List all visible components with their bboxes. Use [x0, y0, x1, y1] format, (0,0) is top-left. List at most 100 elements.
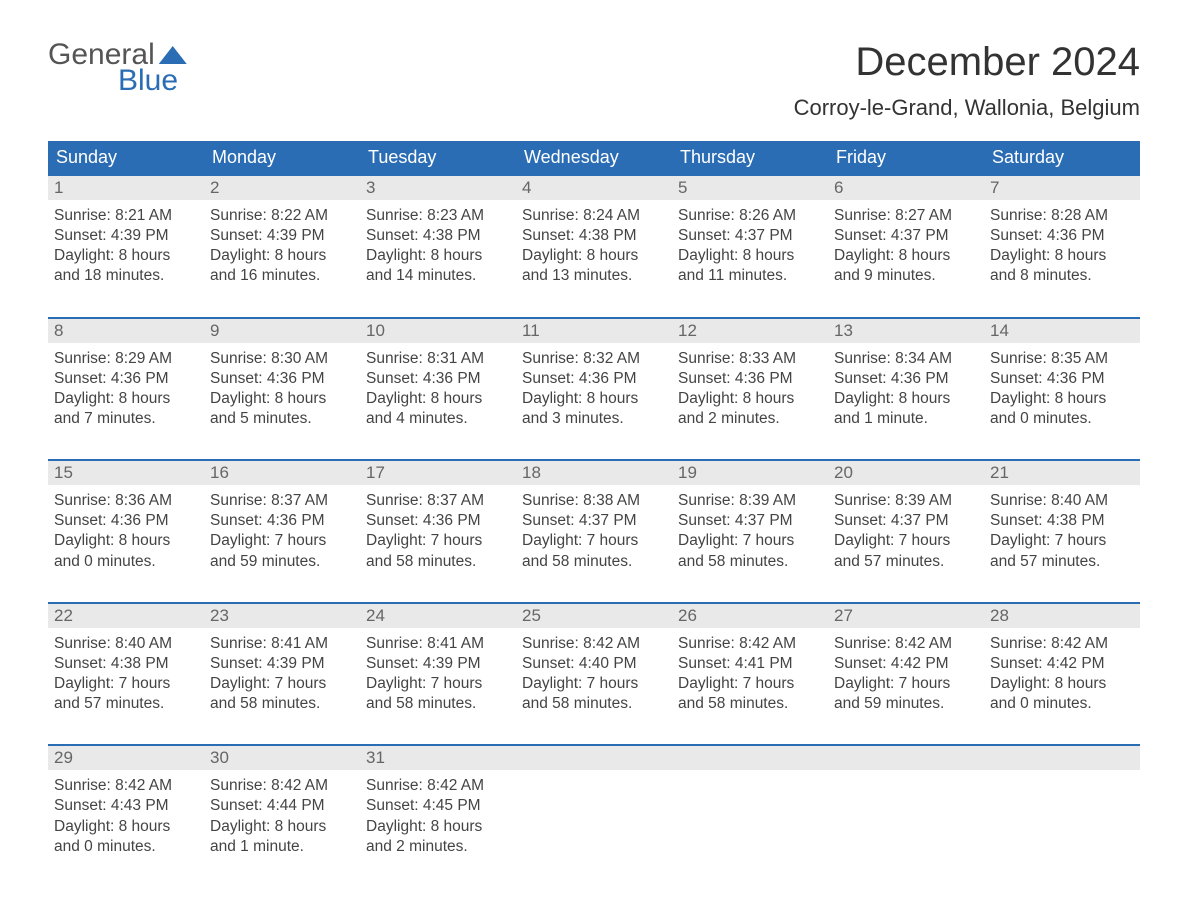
daylight2-line: and 2 minutes. — [678, 409, 822, 429]
day-body: Sunrise: 8:24 AMSunset: 4:38 PMDaylight:… — [516, 200, 672, 317]
daylight2-line: and 0 minutes. — [990, 409, 1134, 429]
daylight1-line: Daylight: 8 hours — [54, 817, 198, 837]
sunrise-line: Sunrise: 8:41 AM — [366, 634, 510, 654]
daylight1-line: Daylight: 8 hours — [210, 817, 354, 837]
day-body: Sunrise: 8:37 AMSunset: 4:36 PMDaylight:… — [204, 485, 360, 602]
day-body: Sunrise: 8:35 AMSunset: 4:36 PMDaylight:… — [984, 343, 1140, 460]
day-body: Sunrise: 8:41 AMSunset: 4:39 PMDaylight:… — [204, 628, 360, 745]
sunset-line: Sunset: 4:44 PM — [210, 796, 354, 816]
sunset-line: Sunset: 4:41 PM — [678, 654, 822, 674]
daylight2-line: and 0 minutes. — [990, 694, 1134, 714]
day-cell: 23Sunrise: 8:41 AMSunset: 4:39 PMDayligh… — [204, 602, 360, 745]
day-header-cell: Friday — [828, 141, 984, 174]
daylight2-line: and 1 minute. — [210, 837, 354, 857]
daylight2-line: and 58 minutes. — [678, 694, 822, 714]
day-cell: 30Sunrise: 8:42 AMSunset: 4:44 PMDayligh… — [204, 744, 360, 887]
sunset-line: Sunset: 4:38 PM — [522, 226, 666, 246]
date-bar: 18 — [516, 459, 672, 485]
date-bar: 21 — [984, 459, 1140, 485]
day-body: Sunrise: 8:39 AMSunset: 4:37 PMDaylight:… — [828, 485, 984, 602]
title-block: December 2024 Corroy-le-Grand, Wallonia,… — [794, 40, 1140, 121]
daylight2-line: and 57 minutes. — [54, 694, 198, 714]
day-cell: 16Sunrise: 8:37 AMSunset: 4:36 PMDayligh… — [204, 459, 360, 602]
date-bar: 23 — [204, 602, 360, 628]
logo: General Blue — [48, 40, 187, 96]
daylight1-line: Daylight: 7 hours — [678, 674, 822, 694]
day-cell: 10Sunrise: 8:31 AMSunset: 4:36 PMDayligh… — [360, 317, 516, 460]
day-body: Sunrise: 8:31 AMSunset: 4:36 PMDaylight:… — [360, 343, 516, 460]
daylight1-line: Daylight: 7 hours — [210, 531, 354, 551]
day-cell: 13Sunrise: 8:34 AMSunset: 4:36 PMDayligh… — [828, 317, 984, 460]
sunset-line: Sunset: 4:36 PM — [210, 511, 354, 531]
daylight2-line: and 8 minutes. — [990, 266, 1134, 286]
daylight1-line: Daylight: 7 hours — [366, 674, 510, 694]
day-body: Sunrise: 8:38 AMSunset: 4:37 PMDaylight:… — [516, 485, 672, 602]
day-cell — [516, 744, 672, 887]
day-cell: 7Sunrise: 8:28 AMSunset: 4:36 PMDaylight… — [984, 174, 1140, 317]
daylight1-line: Daylight: 7 hours — [678, 531, 822, 551]
daylight1-line: Daylight: 8 hours — [678, 246, 822, 266]
weeks-container: 1Sunrise: 8:21 AMSunset: 4:39 PMDaylight… — [48, 174, 1140, 887]
daylight1-line: Daylight: 8 hours — [678, 389, 822, 409]
daylight2-line: and 57 minutes. — [990, 552, 1134, 572]
day-cell: 29Sunrise: 8:42 AMSunset: 4:43 PMDayligh… — [48, 744, 204, 887]
daylight1-line: Daylight: 7 hours — [54, 674, 198, 694]
daylight1-line: Daylight: 7 hours — [210, 674, 354, 694]
sunrise-line: Sunrise: 8:42 AM — [522, 634, 666, 654]
day-cell: 8Sunrise: 8:29 AMSunset: 4:36 PMDaylight… — [48, 317, 204, 460]
sunrise-line: Sunrise: 8:23 AM — [366, 206, 510, 226]
day-cell: 20Sunrise: 8:39 AMSunset: 4:37 PMDayligh… — [828, 459, 984, 602]
daylight2-line: and 3 minutes. — [522, 409, 666, 429]
day-cell: 6Sunrise: 8:27 AMSunset: 4:37 PMDaylight… — [828, 174, 984, 317]
sunrise-line: Sunrise: 8:42 AM — [366, 776, 510, 796]
day-body: Sunrise: 8:28 AMSunset: 4:36 PMDaylight:… — [984, 200, 1140, 317]
date-bar: 22 — [48, 602, 204, 628]
date-bar: 9 — [204, 317, 360, 343]
day-cell — [828, 744, 984, 887]
daylight2-line: and 16 minutes. — [210, 266, 354, 286]
day-body: Sunrise: 8:42 AMSunset: 4:45 PMDaylight:… — [360, 770, 516, 887]
date-bar: 28 — [984, 602, 1140, 628]
day-cell: 3Sunrise: 8:23 AMSunset: 4:38 PMDaylight… — [360, 174, 516, 317]
sunset-line: Sunset: 4:38 PM — [990, 511, 1134, 531]
date-bar: 14 — [984, 317, 1140, 343]
sunset-line: Sunset: 4:36 PM — [54, 369, 198, 389]
day-header-cell: Sunday — [48, 141, 204, 174]
sunrise-line: Sunrise: 8:41 AM — [210, 634, 354, 654]
daylight2-line: and 58 minutes. — [522, 694, 666, 714]
sunset-line: Sunset: 4:37 PM — [834, 511, 978, 531]
day-body: Sunrise: 8:41 AMSunset: 4:39 PMDaylight:… — [360, 628, 516, 745]
sunrise-line: Sunrise: 8:33 AM — [678, 349, 822, 369]
day-body: Sunrise: 8:37 AMSunset: 4:36 PMDaylight:… — [360, 485, 516, 602]
sunset-line: Sunset: 4:42 PM — [834, 654, 978, 674]
day-cell: 5Sunrise: 8:26 AMSunset: 4:37 PMDaylight… — [672, 174, 828, 317]
sunrise-line: Sunrise: 8:29 AM — [54, 349, 198, 369]
date-bar: 8 — [48, 317, 204, 343]
day-header-cell: Saturday — [984, 141, 1140, 174]
sunset-line: Sunset: 4:39 PM — [210, 654, 354, 674]
sunrise-line: Sunrise: 8:28 AM — [990, 206, 1134, 226]
date-bar: 29 — [48, 744, 204, 770]
daylight2-line: and 4 minutes. — [366, 409, 510, 429]
date-bar: 19 — [672, 459, 828, 485]
sunset-line: Sunset: 4:37 PM — [678, 511, 822, 531]
day-cell: 1Sunrise: 8:21 AMSunset: 4:39 PMDaylight… — [48, 174, 204, 317]
day-header-cell: Tuesday — [360, 141, 516, 174]
daylight2-line: and 59 minutes. — [210, 552, 354, 572]
date-bar: 17 — [360, 459, 516, 485]
sunset-line: Sunset: 4:37 PM — [522, 511, 666, 531]
day-cell: 25Sunrise: 8:42 AMSunset: 4:40 PMDayligh… — [516, 602, 672, 745]
day-cell: 15Sunrise: 8:36 AMSunset: 4:36 PMDayligh… — [48, 459, 204, 602]
daylight2-line: and 1 minute. — [834, 409, 978, 429]
day-cell: 14Sunrise: 8:35 AMSunset: 4:36 PMDayligh… — [984, 317, 1140, 460]
daylight1-line: Daylight: 7 hours — [522, 674, 666, 694]
date-bar: 26 — [672, 602, 828, 628]
day-cell: 21Sunrise: 8:40 AMSunset: 4:38 PMDayligh… — [984, 459, 1140, 602]
day-header-cell: Wednesday — [516, 141, 672, 174]
daylight2-line: and 14 minutes. — [366, 266, 510, 286]
date-bar: 25 — [516, 602, 672, 628]
day-body: Sunrise: 8:42 AMSunset: 4:42 PMDaylight:… — [828, 628, 984, 745]
day-body: Sunrise: 8:27 AMSunset: 4:37 PMDaylight:… — [828, 200, 984, 317]
sunrise-line: Sunrise: 8:39 AM — [834, 491, 978, 511]
day-body: Sunrise: 8:32 AMSunset: 4:36 PMDaylight:… — [516, 343, 672, 460]
